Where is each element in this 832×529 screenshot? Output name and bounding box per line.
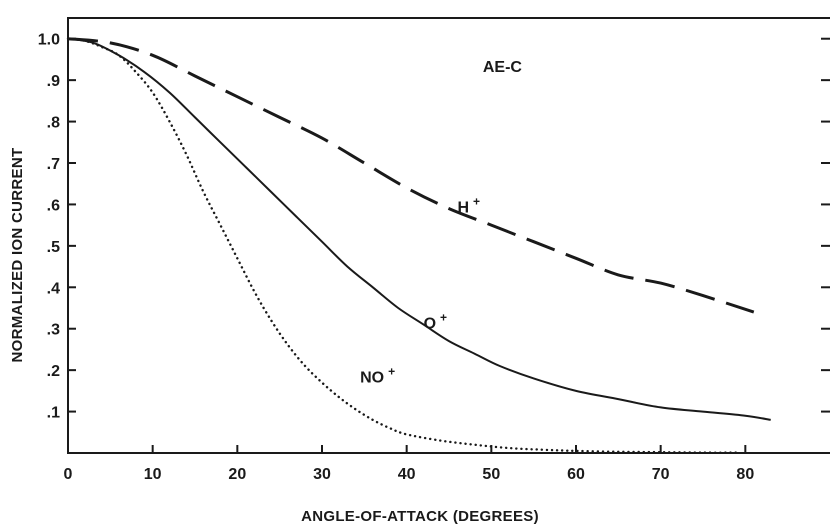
y-tick-label: .3	[47, 322, 60, 339]
x-tick-label: 70	[652, 466, 670, 483]
y-tick-label: .9	[47, 73, 60, 90]
series-line-no-plus	[66, 37, 739, 454]
y-tick-label: .1	[47, 405, 60, 422]
plot-frame	[67, 17, 830, 454]
x-tick-label: 60	[567, 466, 585, 483]
series-line-h-plus	[67, 37, 755, 314]
x-tick-label: 0	[64, 466, 73, 483]
x-tick-label: 40	[398, 466, 416, 483]
y-tick-label: .6	[47, 197, 60, 214]
x-tick-label: 10	[144, 466, 162, 483]
y-tick-label: .2	[47, 363, 60, 380]
annotation-h: H +	[457, 195, 480, 217]
series-line-o-plus	[67, 37, 771, 421]
annotation-o: O +	[424, 311, 447, 333]
x-tick-label: 80	[736, 466, 754, 483]
annotation-ae-c: AE-C	[483, 59, 523, 76]
y-tick-label: .8	[47, 115, 60, 132]
x-tick-label: 20	[228, 466, 246, 483]
x-tick-label: 50	[482, 466, 500, 483]
x-axis-title: ANGLE-OF-ATTACK (DEGREES)	[301, 508, 539, 525]
y-axis-title: NORMALIZED ION CURRENT	[9, 148, 26, 363]
annotation-no: NO +	[360, 365, 395, 387]
y-tick-label: .7	[47, 156, 60, 173]
y-tick-label: 1.0	[38, 32, 60, 49]
y-tick-label: .4	[47, 280, 60, 297]
x-tick-label: 30	[313, 466, 331, 483]
y-tick-label: .5	[47, 239, 60, 256]
